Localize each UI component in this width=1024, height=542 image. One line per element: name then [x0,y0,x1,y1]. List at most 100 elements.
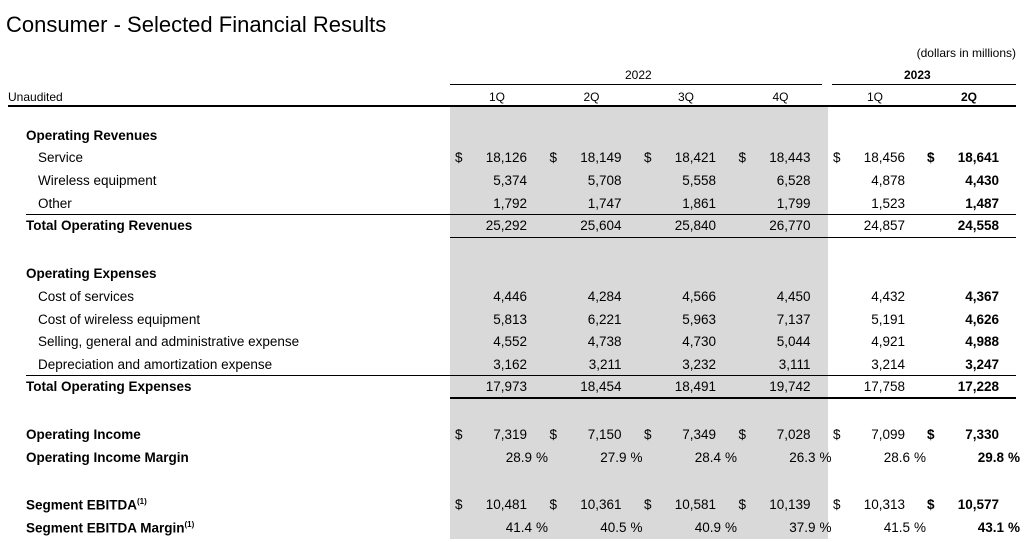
dollar-sign: $ [738,497,747,512]
percent-sign: % [914,520,927,535]
value-cell: 5,374 [493,173,527,188]
year-2022: 2022 [625,68,652,82]
dollar-sign: $ [549,427,558,442]
value-cell: 7,330 [965,427,999,442]
value-cell: 4,284 [587,289,622,304]
dollar-sign: $ [927,427,935,442]
value-cell: 18,126 [485,150,527,165]
value-cell: 7,028 [776,427,811,442]
row-label-text: Operating Expenses [26,266,157,281]
quarter-header: 3Q [677,90,694,104]
percent-sign: % [536,520,549,535]
value-cell: 25,292 [485,218,527,233]
percent-sign: % [536,450,549,465]
total-divider [450,214,1016,215]
value-cell: 41.5 [883,520,910,535]
row-label-text: Wireless equipment [38,173,157,188]
row-label: Segment EBITDA(1) [26,497,147,513]
units-note: (dollars in millions) [916,46,1016,60]
value-cell: 4,552 [493,334,527,349]
row-label-text: Cost of services [38,289,135,304]
row-label-text: Operating Income [26,427,141,442]
value-cell: 3,111 [778,357,811,372]
value-cell: 4,878 [871,173,905,188]
value-cell: 3,214 [871,357,905,372]
row-label: Operating Expenses [26,266,157,281]
row-label: Depreciation and amortization expense [38,357,272,372]
value-cell: 4,921 [871,334,905,349]
dollar-sign: $ [455,427,463,442]
value-cell: 40.5 [600,520,627,535]
total-divider [450,397,1016,399]
value-cell: 7,319 [493,427,527,442]
footnote-marker: (1) [137,497,147,506]
value-cell: 4,432 [871,289,905,304]
value-cell: 1,523 [871,196,905,211]
row-label-text: Total Operating Revenues [26,218,193,233]
value-cell: 29.8 [977,450,1004,465]
value-cell: 4,738 [587,334,622,349]
value-cell: 18,149 [580,150,622,165]
value-cell: 24,857 [863,218,905,233]
row-label: Total Operating Expenses [26,379,192,394]
value-cell: 10,581 [674,497,716,512]
value-cell: 40.9 [694,520,721,535]
value-cell: 7,150 [587,427,622,442]
value-cell: 10,361 [580,497,622,512]
dollar-sign: $ [927,497,935,512]
value-cell: 43.1 [977,520,1004,535]
value-cell: 3,211 [588,357,622,372]
quarter-header: 4Q [772,90,789,104]
value-cell: 27.9 [600,450,627,465]
value-cell: 10,481 [485,497,527,512]
row-label-text: Segment EBITDA Margin [26,520,185,536]
value-cell: 26.3 [789,450,816,465]
value-cell: 5,708 [587,173,622,188]
value-cell: 7,137 [776,312,811,327]
row-label: Cost of wireless equipment [38,312,200,327]
value-cell: 24,558 [957,218,999,233]
total-divider [450,375,1016,376]
year-2023: 2023 [904,68,931,82]
percent-sign: % [1008,450,1021,465]
row-label: Segment EBITDA Margin(1) [26,520,194,536]
stub-header: Unaudited [8,90,63,104]
quarter-header: 2Q [583,90,600,104]
percent-sign: % [725,450,738,465]
value-cell: 6,528 [776,173,811,188]
value-cell: 18,491 [674,379,716,394]
row-label-text: Service [38,150,84,165]
row-label: Cost of services [38,289,134,304]
value-cell: 5,558 [682,173,716,188]
value-cell: 1,792 [493,196,527,211]
percent-sign: % [630,520,643,535]
quarter-header: 1Q [866,90,883,104]
row-label-text: Operating Revenues [26,128,158,143]
value-cell: 18,421 [674,150,716,165]
row-label: Operating Revenues [26,128,157,143]
row-label-text: Total Operating Expenses [26,379,192,394]
total-divider [26,375,450,376]
dollar-sign: $ [833,497,841,512]
dollar-sign: $ [644,150,652,165]
dollar-sign: $ [549,497,558,512]
dollar-sign: $ [833,427,841,442]
value-cell: 18,443 [769,150,811,165]
percent-sign: % [914,450,927,465]
value-cell: 6,221 [587,312,622,327]
value-cell: 1,861 [682,196,716,211]
dollar-sign: $ [927,150,935,165]
value-cell: 28.4 [694,450,721,465]
value-cell: 10,313 [863,497,905,512]
value-cell: 10,577 [957,497,999,512]
percent-sign: % [725,520,738,535]
value-cell: 5,044 [776,334,811,349]
percent-sign: % [819,520,832,535]
row-label: Selling, general and administrative expe… [38,334,299,349]
value-cell: 25,604 [580,218,622,233]
dollar-sign: $ [455,150,463,165]
value-cell: 18,641 [957,150,999,165]
value-cell: 4,566 [682,289,716,304]
row-label: Total Operating Revenues [26,218,192,233]
value-cell: 7,099 [871,427,905,442]
